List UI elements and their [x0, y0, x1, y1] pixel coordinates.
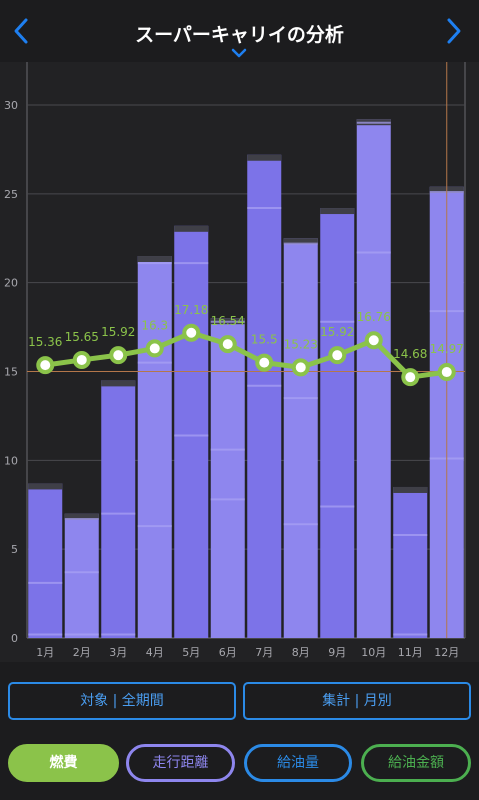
fuel-economy-point[interactable]	[218, 335, 237, 354]
bar-cap	[174, 225, 209, 232]
x-tick-label: 12月	[434, 646, 459, 659]
bar-cap	[393, 486, 428, 493]
data-label: 15.92	[101, 325, 135, 339]
chevron-left-icon[interactable]	[12, 16, 30, 52]
fuel-economy-point[interactable]	[291, 358, 310, 377]
fuel-economy-point[interactable]	[182, 323, 201, 342]
bar[interactable]	[393, 486, 428, 638]
y-tick-label: 20	[4, 277, 18, 290]
bar[interactable]	[28, 483, 63, 638]
header: スーパーキャリイの分析	[0, 0, 479, 60]
bar[interactable]	[283, 238, 318, 638]
y-tick-label: 0	[11, 632, 18, 645]
bar-cap	[247, 154, 282, 161]
x-tick-label: 9月	[328, 646, 346, 659]
page-title: スーパーキャリイの分析	[135, 24, 344, 46]
data-label: 16.3	[141, 318, 168, 332]
y-tick-label: 30	[4, 99, 18, 112]
bar-cap	[320, 208, 355, 215]
fuel-economy-point[interactable]	[145, 339, 164, 358]
data-label: 14.68	[393, 347, 427, 361]
bar[interactable]	[247, 154, 282, 638]
bar[interactable]	[320, 208, 355, 638]
fuel-economy-point[interactable]	[109, 346, 128, 365]
chevron-down-icon[interactable]	[230, 44, 248, 58]
tab-fuel-economy[interactable]: 燃費	[8, 744, 119, 782]
fuel-economy-point[interactable]	[255, 353, 274, 372]
tab-fuel-cost[interactable]: 給油金額	[361, 744, 471, 782]
chart-area: 0 5 10 15 20 25 30 1月 2月 3月 4月 5月 6月 7月 8月 9月 10月 11月 12月 1…	[0, 62, 479, 662]
fuel-economy-chart: 0 5 10 15 20 25 30 1月 2月 3月 4月 5月 6月 7月 8月 9月 10月 11月 12月 1…	[4, 62, 466, 659]
data-label: 15.36	[28, 335, 62, 349]
target-period-button[interactable]: 対象 | 全期間	[8, 682, 236, 720]
x-tick-label: 6月	[219, 646, 237, 659]
fuel-economy-point[interactable]	[437, 363, 456, 382]
tab-fuel-amount[interactable]: 給油量	[244, 744, 352, 782]
data-label: 15.92	[320, 325, 354, 339]
bar[interactable]	[210, 318, 245, 638]
y-tick-label: 15	[4, 366, 18, 379]
data-label: 15.65	[65, 330, 99, 344]
fuel-economy-point[interactable]	[72, 350, 91, 369]
x-tick-label: 4月	[146, 646, 164, 659]
x-tick-label: 11月	[398, 646, 423, 659]
chevron-right-icon[interactable]	[445, 16, 463, 52]
x-tick-label: 2月	[73, 646, 91, 659]
x-tick-label: 7月	[255, 646, 273, 659]
bar-cap	[137, 256, 172, 263]
data-label: 16.76	[357, 310, 391, 324]
data-label: 16.54	[211, 314, 245, 328]
aggregate-button[interactable]: 集計 | 月別	[243, 682, 471, 720]
y-tick-label: 5	[11, 543, 18, 556]
bar-cap	[101, 380, 136, 387]
data-label: 14.97	[430, 342, 464, 356]
x-tick-label: 5月	[182, 646, 200, 659]
bar[interactable]	[356, 119, 391, 639]
bar-cap	[283, 238, 318, 245]
bar[interactable]	[137, 256, 172, 638]
data-label: 17.18	[174, 303, 208, 317]
y-tick-label: 10	[4, 454, 18, 467]
data-label: 15.23	[284, 337, 318, 351]
y-tick-label: 25	[4, 188, 18, 201]
x-tick-label: 1月	[36, 646, 54, 659]
fuel-economy-point[interactable]	[328, 346, 347, 365]
fuel-economy-point[interactable]	[401, 368, 420, 387]
fuel-economy-point[interactable]	[364, 331, 383, 350]
tab-distance[interactable]: 走行距離	[126, 744, 235, 782]
x-tick-label: 3月	[109, 646, 127, 659]
bar-cap	[28, 483, 63, 490]
fuel-economy-point[interactable]	[36, 356, 55, 375]
data-label: 15.5	[251, 333, 278, 347]
x-tick-label: 8月	[292, 646, 310, 659]
bar[interactable]	[101, 380, 136, 638]
x-tick-label: 10月	[361, 646, 386, 659]
bar-cap	[64, 513, 99, 520]
bar[interactable]	[64, 513, 99, 638]
bar[interactable]	[174, 225, 209, 638]
